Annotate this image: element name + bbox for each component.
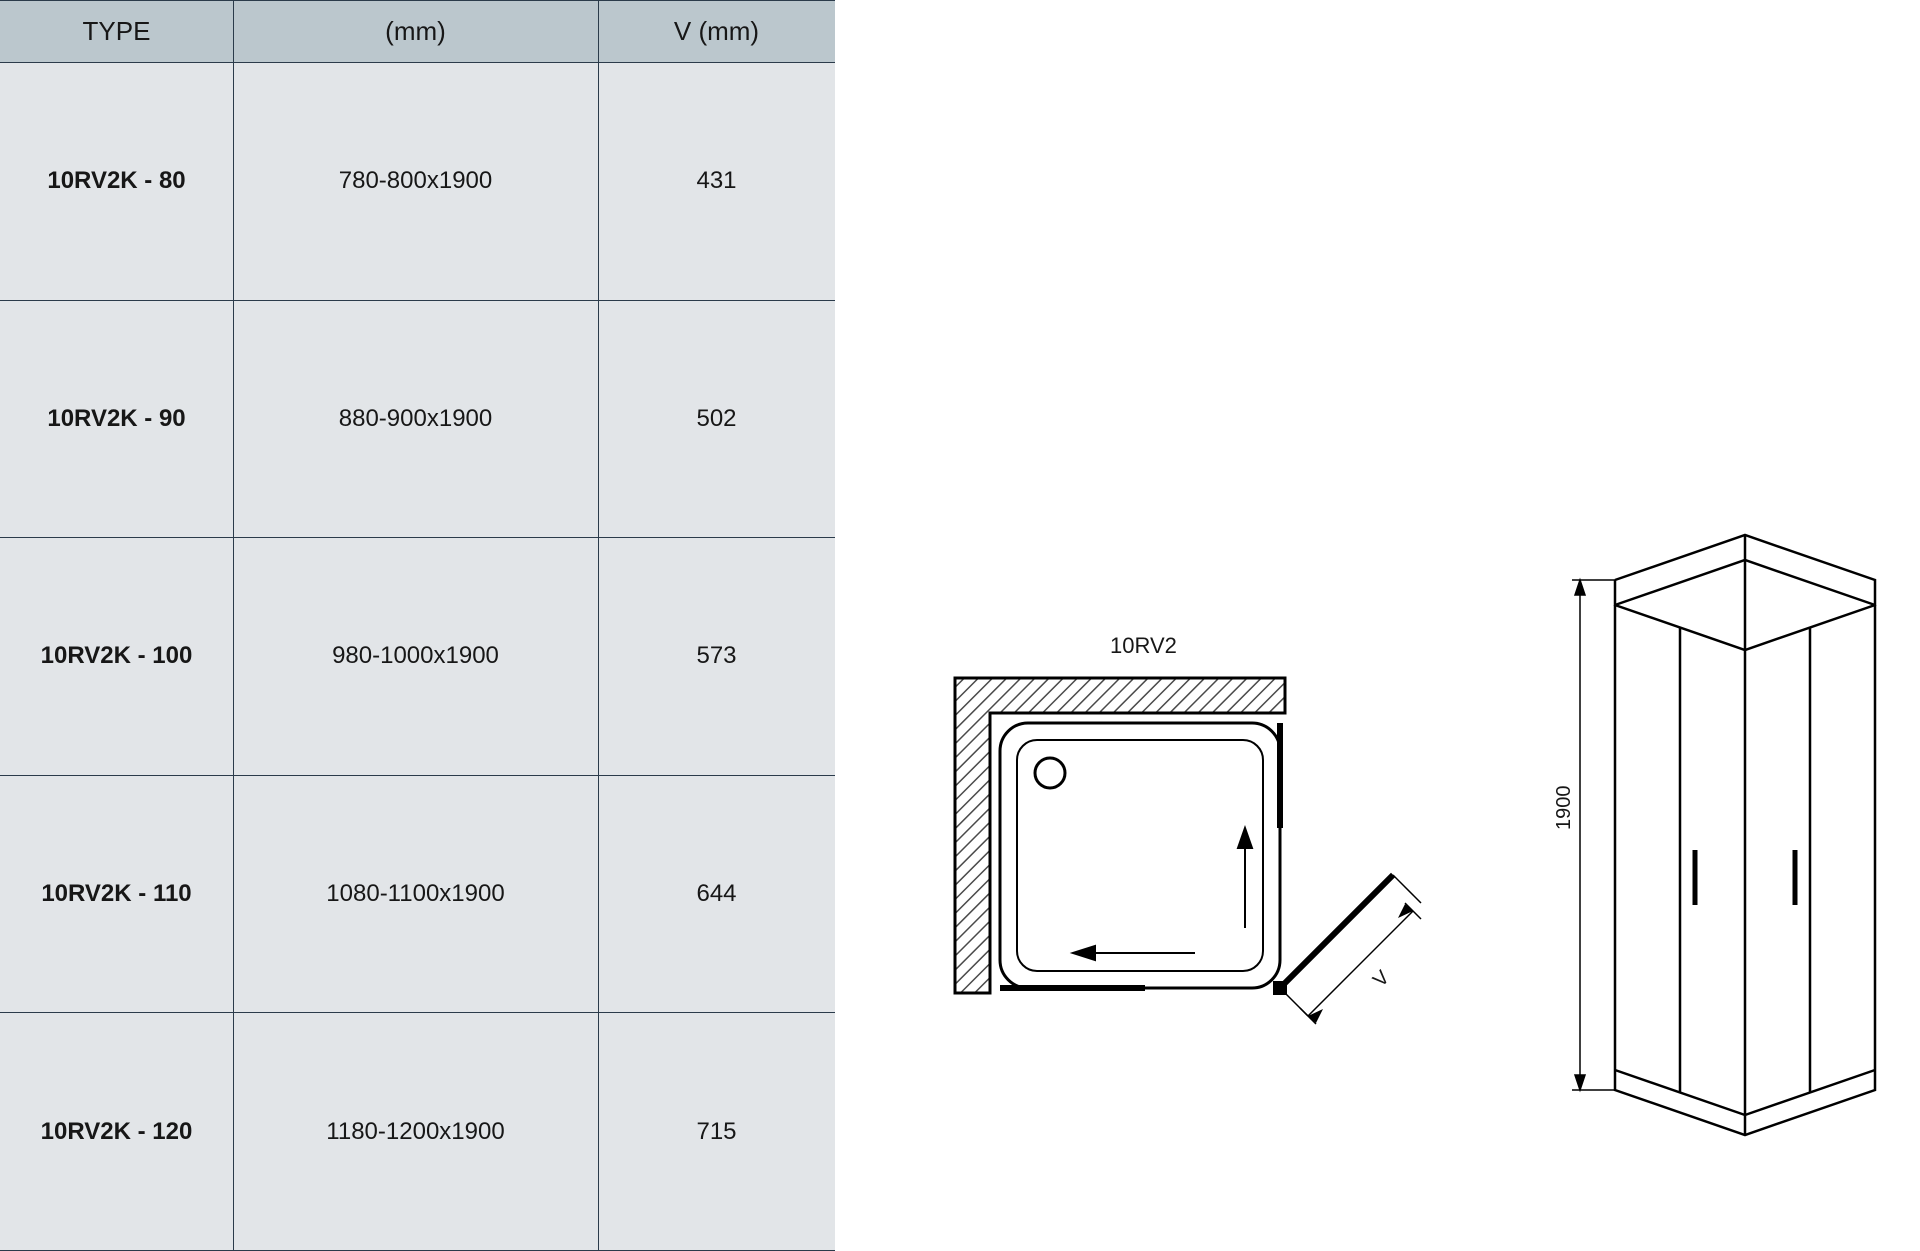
plan-view-diagram: V [945,668,1425,1148]
table-row: 10RV2K - 120 1180-1200x1900 715 [0,1013,835,1251]
col-header-type: TYPE [0,1,233,63]
table-row: 10RV2K - 110 1080-1100x1900 644 [0,775,835,1013]
cell-v: 715 [598,1013,835,1251]
cell-type: 10RV2K - 90 [0,300,233,538]
cell-mm: 1180-1200x1900 [233,1013,598,1251]
cell-mm: 1080-1100x1900 [233,775,598,1013]
iso-height-label: 1900 [1553,786,1576,831]
cell-mm: 980-1000x1900 [233,538,598,776]
table-row: 10RV2K - 90 880-900x1900 502 [0,300,835,538]
spec-table: TYPE (mm) V (mm) 10RV2K - 80 780-800x190… [0,0,835,1251]
cell-type: 10RV2K - 80 [0,63,233,301]
table-row: 10RV2K - 100 980-1000x1900 573 [0,538,835,776]
cell-type: 10RV2K - 100 [0,538,233,776]
cell-mm: 880-900x1900 [233,300,598,538]
cell-v: 502 [598,300,835,538]
cell-v: 573 [598,538,835,776]
table-row: 10RV2K - 80 780-800x1900 431 [0,63,835,301]
cell-v: 431 [598,63,835,301]
cell-type: 10RV2K - 110 [0,775,233,1013]
plan-v-marker: V [1369,966,1394,991]
cell-type: 10RV2K - 120 [0,1013,233,1251]
diagram-region: 10RV2 [835,0,1920,1251]
col-header-mm: (mm) [233,1,598,63]
col-header-v: V (mm) [598,1,835,63]
plan-view-label: 10RV2 [1110,633,1177,659]
cell-mm: 780-800x1900 [233,63,598,301]
iso-view-diagram [1545,510,1915,1150]
spec-table-region: TYPE (mm) V (mm) 10RV2K - 80 780-800x190… [0,0,835,1251]
cell-v: 644 [598,775,835,1013]
table-header-row: TYPE (mm) V (mm) [0,1,835,63]
